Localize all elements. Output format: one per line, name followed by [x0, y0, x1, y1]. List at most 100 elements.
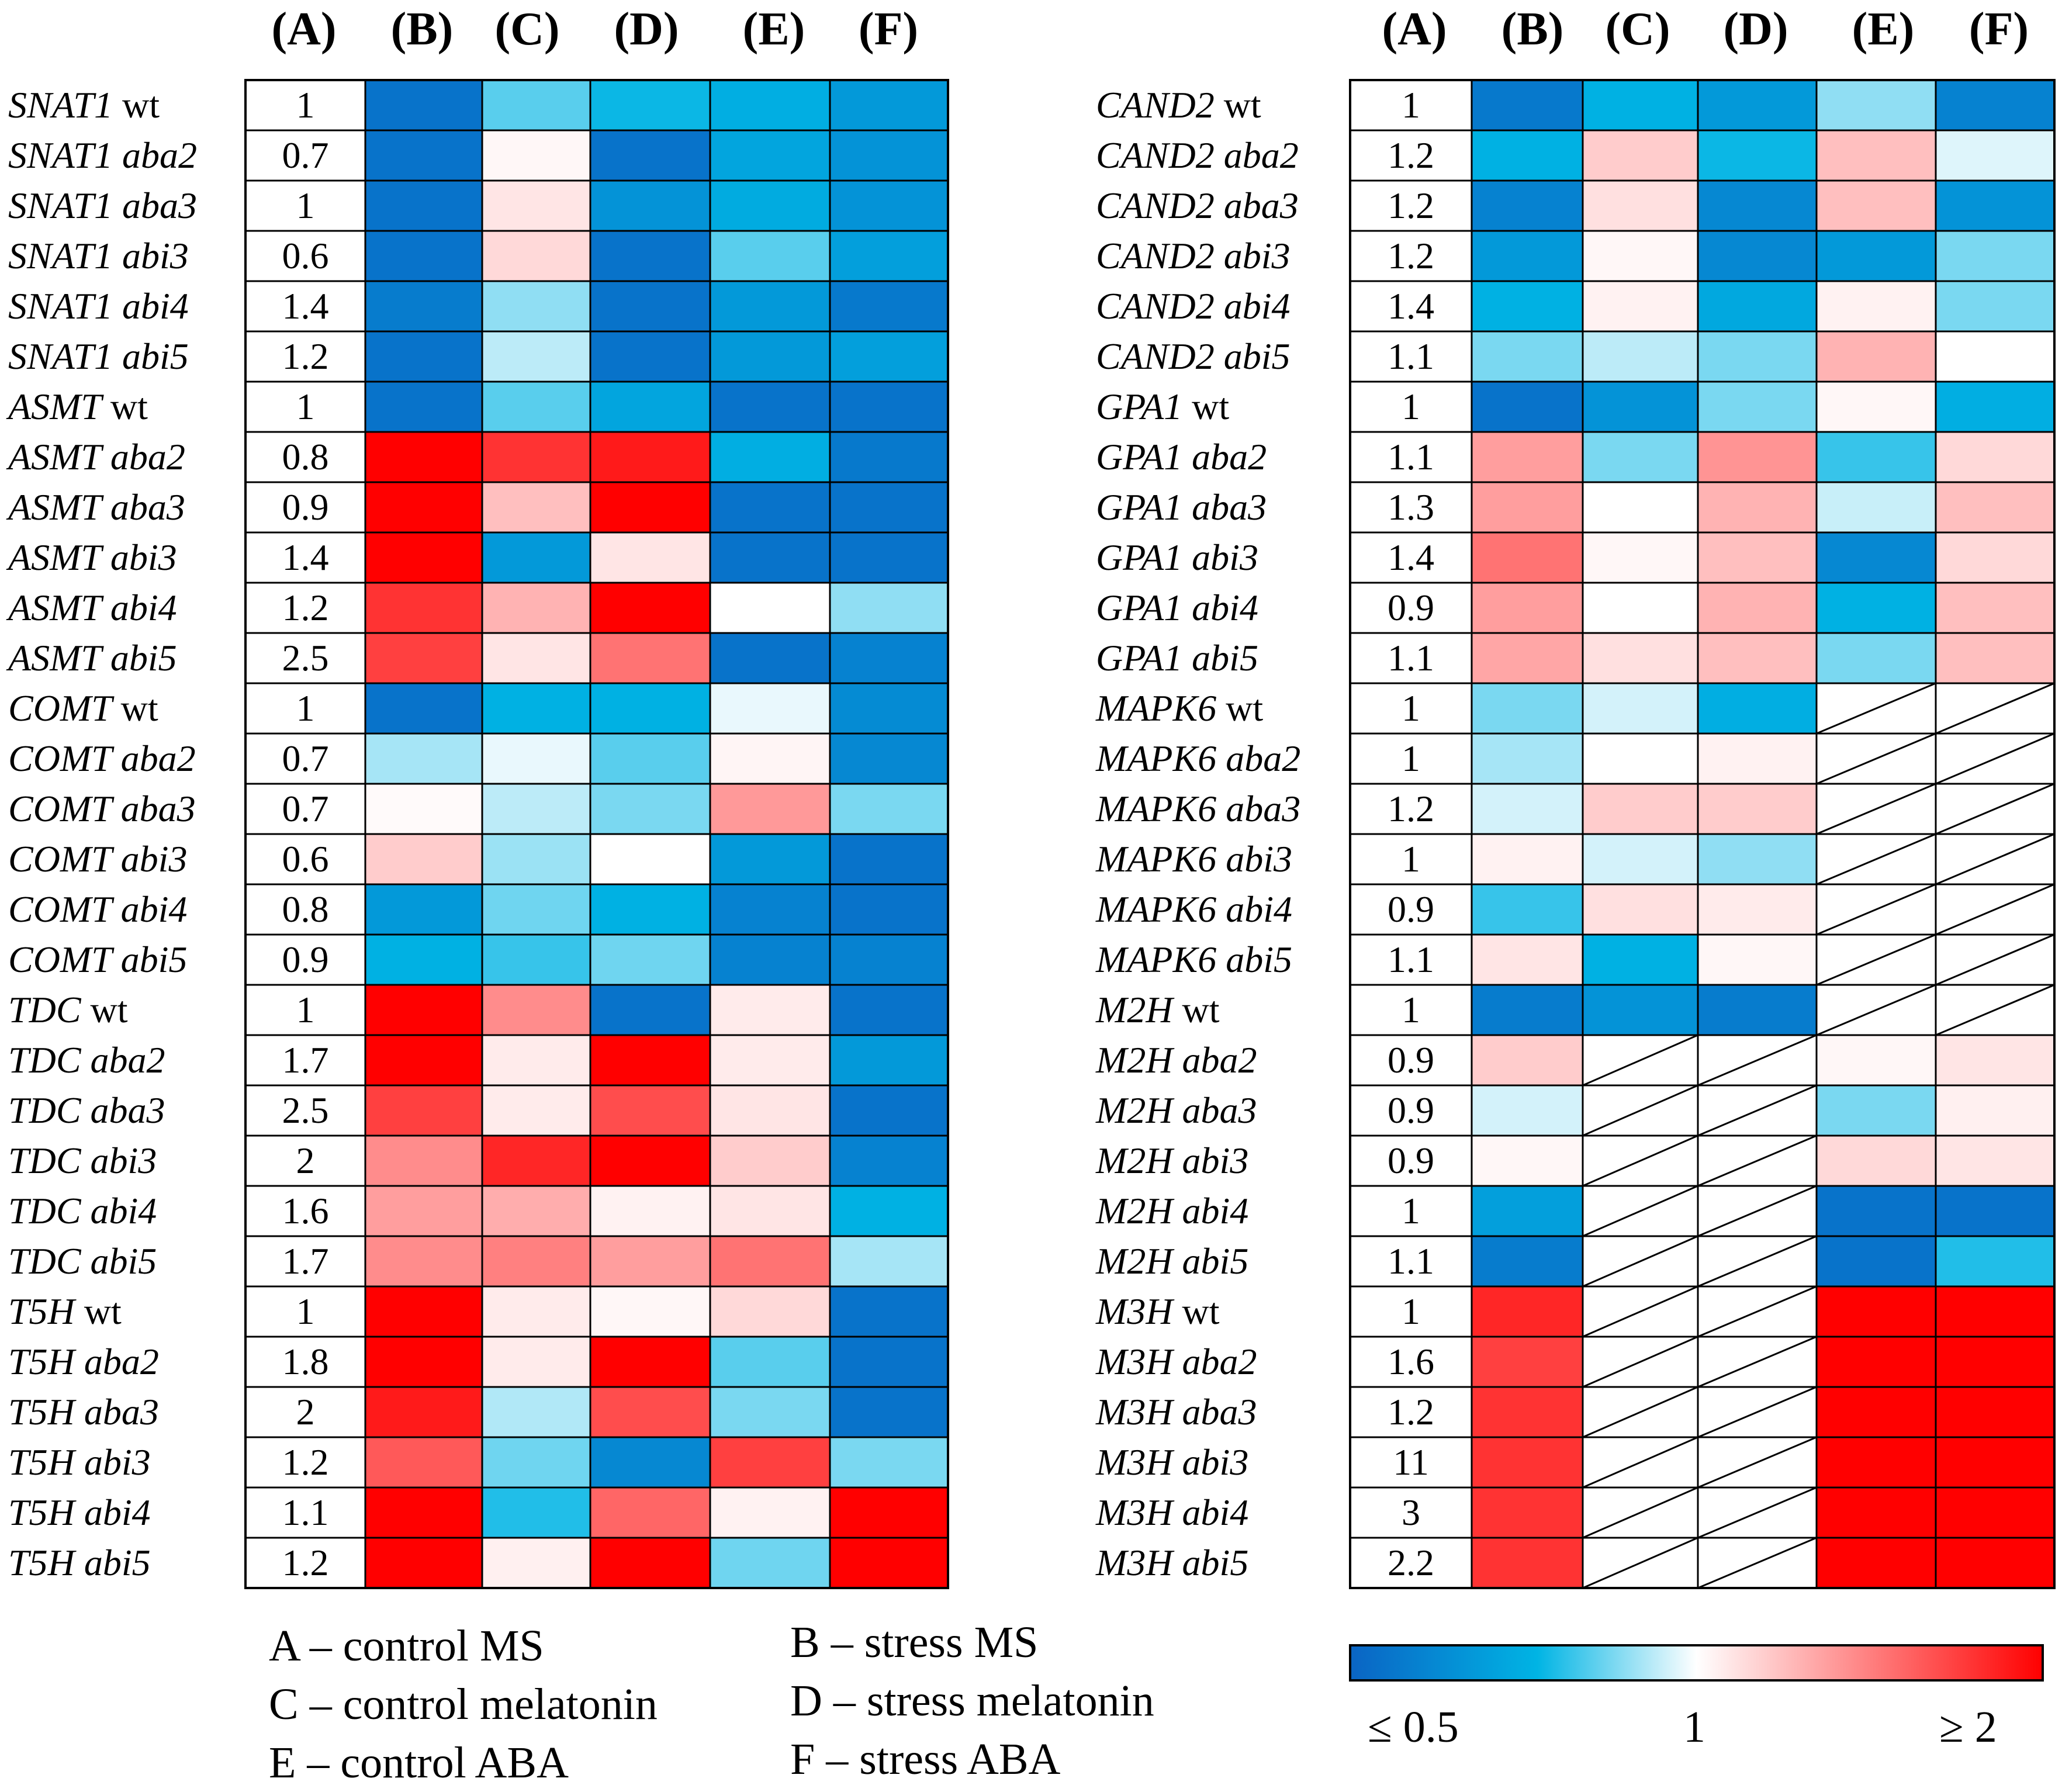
heatmap-cell-a	[1349, 1336, 1473, 1388]
heatmap-cell	[1935, 632, 2056, 684]
control-value: 1.4	[282, 537, 329, 578]
genotype-name: abi4	[84, 1492, 151, 1533]
na-diagonal	[1935, 732, 2055, 785]
heatmap-cell	[829, 632, 949, 684]
heatmap-cell	[1471, 330, 1584, 383]
heatmap-cell	[1471, 1285, 1584, 1338]
control-value: 11	[1393, 1441, 1429, 1483]
genotype-name: aba3	[1182, 1391, 1257, 1433]
control-value: 0.7	[282, 788, 329, 829]
row-label: T5H abi5	[8, 1538, 151, 1588]
heatmap-cell	[1471, 1336, 1584, 1388]
row-label: T5H wt	[8, 1286, 122, 1337]
gene-name: SNAT1	[8, 235, 113, 276]
heatmap-cell	[709, 1486, 831, 1539]
genotype-name: aba3	[120, 788, 196, 829]
heatmap-cell-a	[1349, 632, 1473, 684]
heatmap-cell	[1815, 1134, 1937, 1187]
na-diagonal	[1697, 1235, 1817, 1288]
heatmap-cell	[1471, 129, 1584, 182]
heatmap-cell	[364, 933, 483, 986]
heatmap-cell	[829, 1386, 949, 1438]
control-value: 1.2	[1388, 1391, 1434, 1433]
control-value: 1.1	[1388, 939, 1434, 980]
legend-item-e: E – control ABA	[269, 1738, 569, 1787]
gene-name: MAPK6	[1096, 738, 1217, 779]
heatmap-cell	[1471, 582, 1584, 634]
heatmap-cell	[1815, 1034, 1937, 1087]
heatmap-cell-a	[1349, 179, 1473, 232]
gene-name: GPA1	[1096, 637, 1183, 679]
row-label: MAPK6 wt	[1096, 683, 1263, 734]
heatmap-cell	[1935, 1386, 2056, 1438]
genotype-name: aba3	[1223, 185, 1299, 226]
genotype-name: wt	[90, 989, 128, 1030]
heatmap-cell	[829, 1436, 949, 1489]
genotype-name: abi4	[1182, 1492, 1249, 1533]
genotype-name: abi5	[1226, 939, 1292, 980]
na-diagonal	[1697, 1185, 1817, 1237]
na-diagonal	[1816, 933, 1936, 986]
heatmap-cell	[709, 1084, 831, 1137]
heatmap-cell-a	[1349, 1185, 1473, 1237]
control-value: 1	[1402, 1190, 1420, 1231]
heatmap-cell	[1935, 1486, 2056, 1539]
heatmap-cell	[1582, 632, 1699, 684]
genotype-name: aba2	[1223, 134, 1299, 176]
heatmap-cell	[1697, 933, 1818, 986]
heatmap-cell	[364, 1537, 483, 1589]
genotype-name: abi5	[122, 335, 189, 377]
gene-name: COMT	[8, 939, 112, 980]
heatmap-cell-a	[1349, 280, 1473, 333]
column-header: (F)	[1968, 4, 2029, 55]
heatmap-cell	[1582, 179, 1699, 232]
heatmap-cell	[364, 431, 483, 483]
heatmap-cell	[589, 1034, 711, 1087]
genotype-name: abi4	[122, 285, 189, 327]
gene-name: T5H	[8, 1391, 75, 1433]
heatmap-cell	[1935, 380, 2056, 433]
genotype-name: wt	[122, 84, 160, 126]
heatmap-cell	[829, 1285, 949, 1338]
heatmap-cell	[1582, 280, 1699, 333]
na-diagonal	[1816, 984, 1936, 1036]
heatmap-cell	[1935, 129, 2056, 182]
heatmap-cell	[1815, 1285, 1937, 1338]
heatmap-cell	[589, 431, 711, 483]
heatmap-cell	[589, 1537, 711, 1589]
heatmap-cell	[709, 933, 831, 986]
genotype-name: wt	[1182, 1291, 1220, 1332]
gene-name: TDC	[8, 1039, 81, 1081]
control-value: 2.5	[282, 637, 329, 679]
heatmap-cell	[709, 179, 831, 232]
heatmap-cell	[364, 531, 483, 584]
row-label: GPA1 abi5	[1096, 633, 1258, 683]
control-value: 2	[296, 1391, 315, 1433]
heatmap-cell	[364, 732, 483, 785]
gene-name: M3H	[1096, 1492, 1173, 1533]
row-label: MAPK6 aba2	[1096, 734, 1300, 784]
heatmap-cell	[709, 883, 831, 936]
heatmap-cell	[481, 1285, 591, 1338]
heatmap-cell	[1697, 79, 1818, 132]
scale-min-label: ≤ 0.5	[1368, 1703, 1459, 1752]
row-label: MAPK6 aba3	[1096, 784, 1300, 834]
heatmap-cell	[1582, 833, 1699, 885]
column-header: (E)	[1852, 4, 1915, 55]
heatmap-cell	[1471, 732, 1584, 785]
heatmap-cell-a	[244, 230, 366, 282]
heatmap-cell	[1471, 682, 1584, 735]
heatmap-cell	[589, 682, 711, 735]
genotype-name: wt	[120, 687, 158, 729]
heatmap-cell	[709, 783, 831, 835]
column-header: (A)	[1382, 4, 1447, 55]
genotype-name: abi3	[1192, 537, 1258, 578]
gene-name: GPA1	[1096, 486, 1183, 528]
heatmap-cell	[829, 330, 949, 383]
heatmap-cell	[1471, 933, 1584, 986]
heatmap-cell	[1815, 380, 1937, 433]
heatmap-cell	[1815, 1336, 1937, 1388]
heatmap-cell	[1697, 732, 1818, 785]
na-diagonal	[1582, 1034, 1698, 1087]
